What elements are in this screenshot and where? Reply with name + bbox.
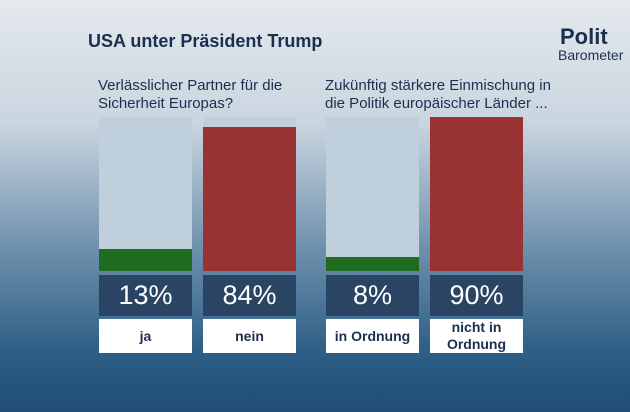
- category-label: nein: [203, 319, 296, 353]
- category-label: nicht in Ordnung: [430, 319, 523, 353]
- category-label: ja: [99, 319, 192, 353]
- bar: [326, 257, 419, 271]
- subtitle: Zukünftig stärkere Einmischung in die Po…: [325, 77, 551, 112]
- value-label: 13%: [99, 275, 192, 316]
- bar: [203, 127, 296, 271]
- logo: Barometer: [558, 47, 624, 63]
- column: [99, 117, 192, 271]
- column: [326, 117, 419, 271]
- subtitle: Verlässlicher Partner für die Sicherheit…: [98, 77, 283, 112]
- bar: [430, 117, 523, 271]
- value-label: 84%: [203, 275, 296, 316]
- category-label: in Ordnung: [326, 319, 419, 353]
- value-label: 90%: [430, 275, 523, 316]
- title: USA unter Präsident Trump: [88, 31, 323, 51]
- logo: Polit: [560, 24, 608, 49]
- bar: [99, 248, 192, 271]
- value-label: 8%: [326, 275, 419, 316]
